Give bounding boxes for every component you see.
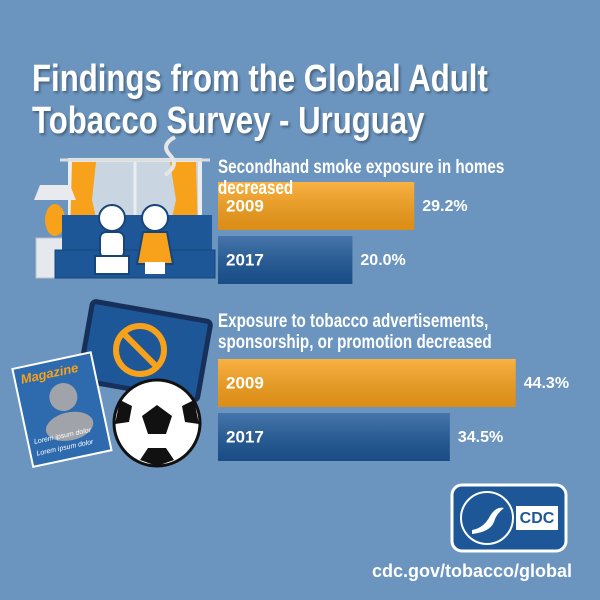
sofa-seat: [54, 249, 216, 279]
cdc-logo: [450, 483, 568, 553]
chart-title: Secondhand smoke exposure in homes decre…: [218, 157, 505, 199]
ball-patch: [142, 405, 172, 434]
smoke: [163, 135, 177, 177]
cdc-box: [516, 506, 558, 530]
child-legs: [94, 255, 130, 275]
category-label: 2009: [226, 373, 264, 392]
no-smoking-slash: [120, 330, 160, 370]
magazine-photo: [45, 411, 94, 441]
ball-patch: [115, 400, 199, 466]
no-smoking-sign: [113, 323, 167, 377]
logo-text: CDC: [520, 510, 555, 527]
footer-url: cdc.gov/tobacco/global: [371, 561, 572, 581]
magazine-photo: [49, 383, 78, 412]
sofa-back: [62, 215, 212, 255]
child-body: [99, 231, 125, 259]
child-head: [98, 204, 126, 232]
lamp-shade: [34, 185, 76, 200]
child-legs: [145, 262, 165, 274]
hhs-seal: [460, 491, 514, 545]
category-label: 2017: [226, 250, 264, 269]
chart-title: Exposure to tobacco advertisements, spon…: [218, 311, 492, 353]
lamp-base: [45, 204, 65, 236]
bar-shade: [218, 236, 353, 284]
title: Findings from the Global Adult Tobacco S…: [32, 58, 488, 142]
category-label: 2009: [226, 196, 264, 215]
child-dress: [135, 231, 175, 265]
bar-shade: [218, 413, 450, 461]
category-label: 2017: [226, 427, 264, 446]
value-label: 29.2%: [422, 198, 467, 215]
value-label: 34.5%: [458, 429, 503, 446]
child-head: [141, 204, 169, 232]
hhs-eagle: [472, 507, 504, 534]
bar-shade: [218, 359, 516, 407]
value-label: 20.0%: [360, 252, 405, 269]
value-label: 44.3%: [524, 375, 569, 392]
bar-shade: [218, 182, 415, 230]
